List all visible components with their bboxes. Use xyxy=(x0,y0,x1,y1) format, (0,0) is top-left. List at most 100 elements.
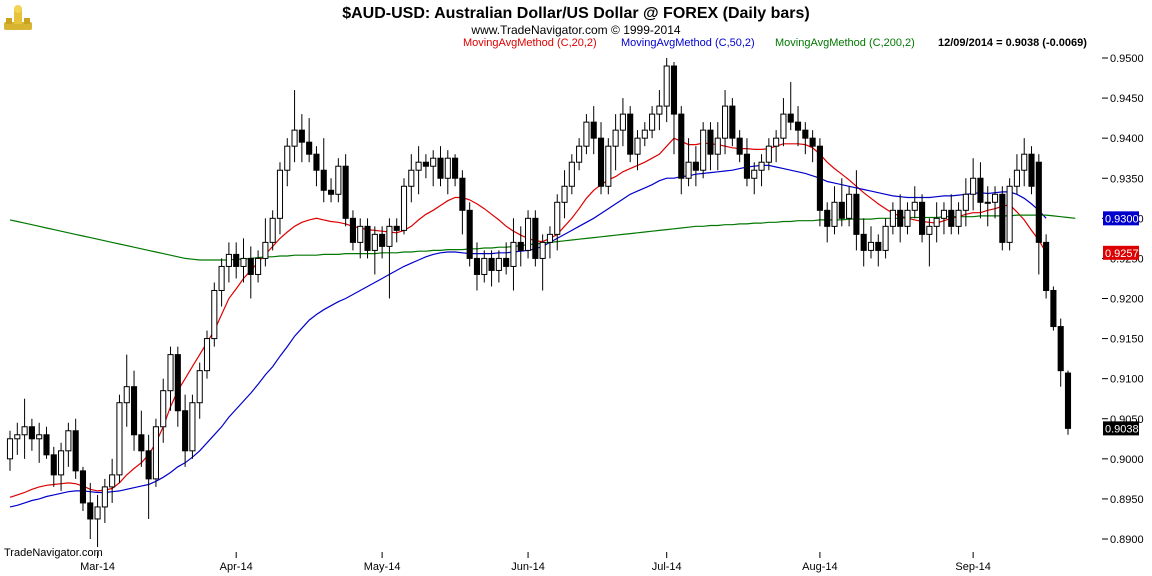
candle xyxy=(860,218,867,267)
candle xyxy=(846,186,853,227)
candle-body-down xyxy=(28,426,35,440)
candle-body-down xyxy=(794,121,802,131)
candle xyxy=(255,250,262,283)
candle xyxy=(415,146,422,195)
candle xyxy=(225,242,232,283)
candle-body-up xyxy=(444,157,451,179)
candle xyxy=(21,398,28,459)
candle xyxy=(28,418,35,451)
candle xyxy=(590,106,597,155)
candle xyxy=(576,138,583,171)
candle-body-up xyxy=(255,257,262,275)
candle xyxy=(174,346,181,427)
candle-body-up xyxy=(291,129,298,147)
candle xyxy=(802,122,809,155)
candle-body-down xyxy=(313,153,320,171)
candle-body-up xyxy=(649,113,656,131)
legend-ma20: MovingAvgMethod (C,20,2) xyxy=(463,37,597,49)
candle xyxy=(736,130,743,163)
candle-body-up xyxy=(481,257,488,275)
candle xyxy=(933,202,940,243)
candle-body-down xyxy=(320,169,327,191)
candle xyxy=(203,330,211,379)
candle-body-down xyxy=(1057,326,1064,372)
candle-body-up xyxy=(962,193,969,211)
candle-body-up xyxy=(6,438,14,460)
candle xyxy=(342,154,349,227)
candle-body-up xyxy=(101,486,108,508)
candle xyxy=(247,246,254,299)
candle-body-down xyxy=(459,177,466,211)
candle xyxy=(889,202,896,235)
badge-box xyxy=(1103,245,1139,260)
candle-body-up xyxy=(926,225,933,235)
candle-body-down xyxy=(517,241,524,251)
candle-body-up xyxy=(116,402,123,476)
candle-body-up xyxy=(656,105,663,115)
candle-body-down xyxy=(437,157,444,179)
legend-ma200: MovingAvgMethod (C,200,2) xyxy=(775,37,915,49)
candle-body-down xyxy=(349,217,356,243)
x-tick-label: Jul-14 xyxy=(652,561,682,573)
candle xyxy=(473,242,481,291)
candle xyxy=(495,250,502,283)
candle-body-down xyxy=(466,209,473,259)
candle-body-down xyxy=(1050,289,1057,328)
chart-subtitle: www.TradeNavigator.com © 1999-2014 xyxy=(470,23,680,37)
candle-body-up xyxy=(940,209,948,219)
candle-body-down xyxy=(597,137,605,187)
candle xyxy=(751,162,758,195)
candle-body-up xyxy=(211,289,218,340)
candle-body-up xyxy=(991,193,999,203)
candle xyxy=(700,122,707,179)
candle xyxy=(452,154,459,187)
candle-body-up xyxy=(561,185,568,203)
candle-body-up xyxy=(904,209,911,227)
y-tick-label: 0.9350 xyxy=(1110,173,1144,185)
candle-body-up xyxy=(123,386,130,404)
y-axis: 0.95000.94500.94000.93500.93000.92500.92… xyxy=(1102,53,1144,546)
candle-body-up xyxy=(583,121,590,147)
candle xyxy=(641,122,648,147)
candle xyxy=(386,218,393,299)
candle-body-down xyxy=(678,113,685,179)
candle xyxy=(612,114,619,171)
candle xyxy=(211,282,218,347)
candle xyxy=(327,178,335,203)
candle-body-up xyxy=(780,113,787,139)
candle xyxy=(196,362,203,419)
footer-brand: TradeNavigator.com xyxy=(4,547,103,559)
candle-body-up xyxy=(831,201,838,227)
candle-body-up xyxy=(634,137,641,155)
candle xyxy=(999,186,1006,251)
x-tick-label: Jun-14 xyxy=(511,561,545,573)
candle-body-down xyxy=(503,257,510,267)
candle-body-up xyxy=(700,129,707,171)
candle xyxy=(152,418,159,487)
y-tick-label: 0.9000 xyxy=(1110,454,1144,466)
candle-body-up xyxy=(714,137,721,155)
candle-body-up xyxy=(1006,185,1013,243)
candle xyxy=(138,410,145,467)
candle-body-down xyxy=(473,257,481,275)
candle xyxy=(561,170,568,219)
candle xyxy=(240,238,247,283)
candle-body-up xyxy=(663,65,670,107)
candle xyxy=(824,202,831,243)
candle-body-up xyxy=(371,233,378,251)
candle-body-up xyxy=(539,241,546,259)
candle-body-down xyxy=(174,354,181,412)
candle-body-up xyxy=(554,201,561,235)
candle xyxy=(233,242,240,279)
candle-body-down xyxy=(379,233,386,247)
candle-body-down xyxy=(138,434,145,452)
last-value-badge: 0.9300 xyxy=(1103,211,1139,226)
candle-body-up xyxy=(576,145,583,163)
candle xyxy=(101,478,108,523)
candle-body-down xyxy=(43,434,50,456)
candle-body-up xyxy=(408,169,415,187)
candle-body-up xyxy=(1021,153,1028,171)
candle-body-down xyxy=(897,209,904,227)
y-tick-label: 0.9500 xyxy=(1110,53,1144,65)
